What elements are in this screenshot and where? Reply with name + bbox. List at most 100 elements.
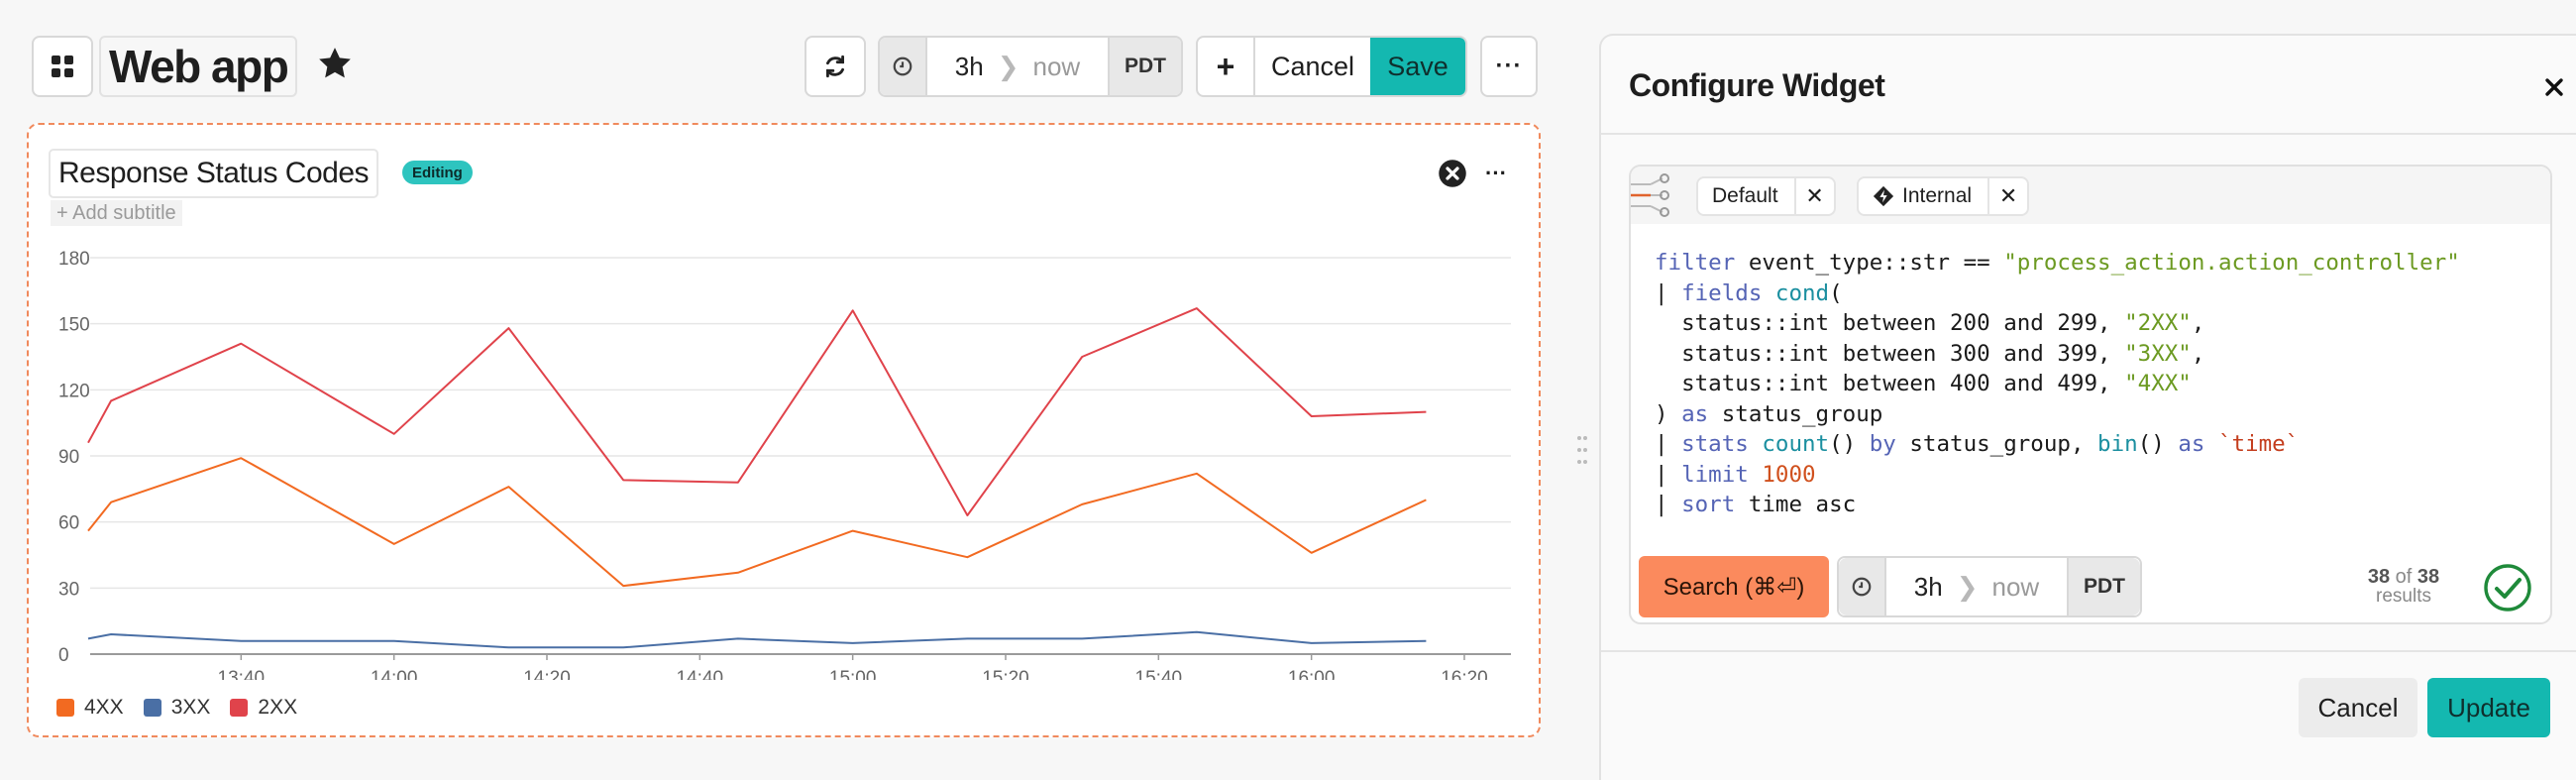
legend-item-2xx[interactable]: 2XX <box>230 696 297 720</box>
drag-handle-icon[interactable] <box>1576 432 1588 468</box>
clock-icon[interactable] <box>1839 558 1886 615</box>
close-icon[interactable]: ✕ <box>1987 178 2027 214</box>
internal-icon <box>1873 185 1894 207</box>
config-header: Configure Widget <box>1601 36 2576 135</box>
series-line-4xx <box>87 457 1427 588</box>
timezone-selector[interactable]: PDT <box>2067 558 2140 615</box>
y-tick-label: 30 <box>58 579 79 600</box>
top-bar: Web app 3h ❯ now PDT + Cancel Save ··· <box>0 0 1556 119</box>
dataset-chip-internal[interactable]: Internal ✕ <box>1857 176 2030 216</box>
line-chart: 0 30 60 90 120 150 180 13:40 14:00 14:20 14:40 15:0… <box>58 249 1511 680</box>
y-tick-label: 0 <box>58 645 69 666</box>
dataset-chip-label: Internal <box>1902 184 1973 207</box>
y-tick-label: 180 <box>58 249 90 270</box>
widget-actions: + Cancel Save <box>1196 36 1467 97</box>
widget-more-button[interactable]: ··· <box>1481 159 1511 188</box>
chart-widget[interactable]: Response Status Codes Editing + Add subt… <box>27 123 1541 737</box>
time-range-picker[interactable]: 3h ❯ now PDT <box>878 36 1183 97</box>
y-tick-label: 60 <box>58 513 79 534</box>
more-icon: ··· <box>1485 161 1507 185</box>
x-tick-label: 15:40 <box>1135 668 1183 680</box>
chart-legend: 4XX 3XX 2XX <box>56 696 297 720</box>
x-tick-label: 13:40 <box>218 668 266 680</box>
query-time-range-picker[interactable]: 3h ❯ now PDT <box>1837 556 2142 617</box>
config-cancel-button[interactable]: Cancel <box>2299 678 2417 737</box>
query-line: status::int between 400 and 499, "4XX" <box>1655 371 2192 396</box>
widget-title-text: Response Status Codes <box>58 157 370 189</box>
check-circle-icon <box>2484 564 2531 612</box>
time-range[interactable]: 3h ❯ now <box>1886 558 2067 615</box>
time-range[interactable]: 3h ❯ now <box>927 38 1108 95</box>
grid-icon <box>52 56 73 77</box>
results-label: results <box>2376 586 2431 607</box>
query-line: | stats count() by status_group, bin() a… <box>1655 431 2300 457</box>
save-button[interactable]: Save <box>1370 38 1465 95</box>
refresh-icon <box>826 55 844 78</box>
legend-label: 3XX <box>170 696 211 719</box>
refresh-button[interactable] <box>805 36 866 97</box>
series-line-2xx <box>87 307 1427 516</box>
query-editor[interactable]: Default ✕ Internal ✕ filter event_type::… <box>1629 165 2552 624</box>
x-tick-label: 15:20 <box>982 668 1029 680</box>
query-line: | limit 1000 <box>1655 461 1816 488</box>
legend-item-3xx[interactable]: 3XX <box>143 696 211 720</box>
editing-badge: Editing <box>402 161 473 184</box>
pipeline-icon[interactable] <box>1631 170 1674 220</box>
results-of: of <box>2395 566 2413 588</box>
y-tick-label: 120 <box>58 381 90 401</box>
x-tick-label: 16:00 <box>1288 668 1336 680</box>
query-line: | fields cond( <box>1655 279 1843 306</box>
cancel-button[interactable]: Cancel <box>1270 51 1355 81</box>
results-shown: 38 <box>2367 566 2391 588</box>
more-icon: ··· <box>1495 53 1523 79</box>
star-icon[interactable] <box>315 44 355 83</box>
dashboard-title-text: Web app <box>109 41 289 92</box>
legend-item-4xx[interactable]: 4XX <box>56 696 124 720</box>
query-code[interactable]: filter event_type::str == "process_actio… <box>1655 248 2460 520</box>
dataset-chips: Default ✕ Internal ✕ <box>1631 167 2550 224</box>
dashboard-title[interactable]: Web app <box>99 36 298 97</box>
query-line: | sort time asc <box>1655 492 1857 517</box>
close-icon[interactable]: ✕ <box>1793 178 1834 214</box>
configure-widget-panel: Configure Widget Default ✕ <box>1599 34 2576 780</box>
time-from: 3h <box>1913 571 1943 602</box>
widget-title[interactable]: Response Status Codes <box>49 149 379 198</box>
x-tick-label: 14:20 <box>523 668 571 680</box>
close-circle-icon[interactable] <box>1438 159 1467 188</box>
time-to: now <box>1032 51 1081 81</box>
legend-swatch <box>230 699 249 717</box>
dataset-chip-label: Default <box>1712 184 1778 207</box>
clock-icon[interactable] <box>880 38 927 95</box>
chevron-right-icon: ❯ <box>997 51 1020 81</box>
y-tick-label: 150 <box>58 315 90 336</box>
dataset-chip-internal-label: Internal <box>1859 184 1987 208</box>
x-tick-label: 14:00 <box>371 668 418 680</box>
query-line: filter event_type::str == "process_actio… <box>1655 250 2460 276</box>
more-options-button[interactable]: ··· <box>1480 36 1538 97</box>
dashboard-grid-button[interactable] <box>32 36 93 97</box>
time-from: 3h <box>954 51 984 81</box>
series-line-3xx <box>87 630 1427 649</box>
legend-swatch <box>143 699 161 717</box>
timezone-selector[interactable]: PDT <box>1108 38 1181 95</box>
x-tick-label: 14:40 <box>677 668 724 680</box>
x-tick-label: 15:00 <box>829 668 877 680</box>
results-total: 38 <box>2416 566 2440 588</box>
legend-swatch <box>56 699 74 717</box>
time-to: now <box>1991 571 2040 602</box>
legend-label: 2XX <box>258 696 298 719</box>
chevron-right-icon: ❯ <box>1956 571 1979 602</box>
query-line: status::int between 200 and 299, "2XX", <box>1655 310 2205 336</box>
legend-label: 4XX <box>84 696 124 719</box>
add-subtitle-button[interactable]: + Add subtitle <box>51 200 182 226</box>
query-line: ) as status_group <box>1655 400 1883 427</box>
x-tick-label: 16:20 <box>1441 668 1488 680</box>
dataset-chip-default[interactable]: Default ✕ <box>1696 176 1836 216</box>
search-button[interactable]: Search (⌘⏎) <box>1639 556 1829 617</box>
results-count: 38 of 38 results <box>2354 567 2453 607</box>
close-icon[interactable] <box>2542 75 2566 99</box>
query-line: status::int between 300 and 399, "3XX", <box>1655 340 2205 367</box>
add-widget-button[interactable]: + <box>1198 38 1255 95</box>
config-update-button[interactable]: Update <box>2427 678 2550 737</box>
y-tick-label: 90 <box>58 447 79 468</box>
